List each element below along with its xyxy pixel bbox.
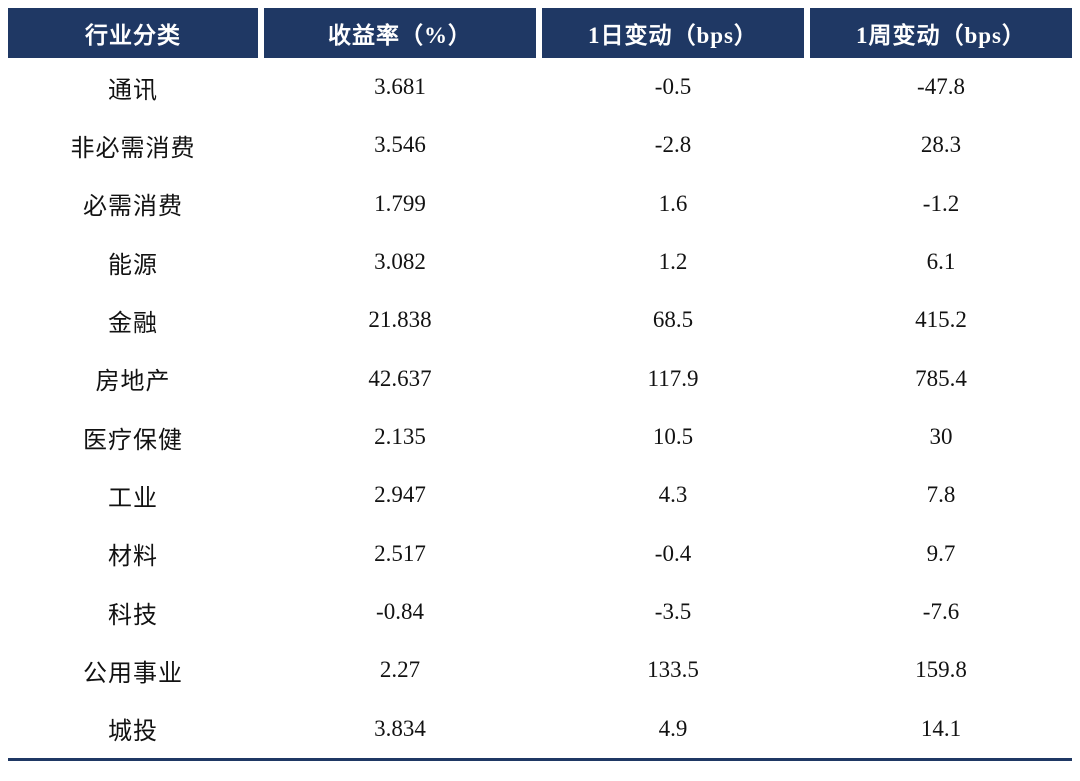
day-change-cell: 1.6 bbox=[658, 190, 688, 216]
column-header-yield: 收益率（%） bbox=[264, 8, 536, 58]
yield-cell: 1.799 bbox=[374, 190, 426, 216]
industry-cell: 金融 bbox=[108, 310, 158, 337]
table-row: 城投 3.834 4.9 14.1 bbox=[8, 700, 1072, 758]
table-bottom-border bbox=[8, 758, 1072, 761]
industry-cell: 材料 bbox=[108, 544, 158, 571]
day-change-cell: -2.8 bbox=[654, 132, 692, 158]
column-header-1w-change: 1周变动（bps） bbox=[810, 8, 1072, 58]
week-change-cell: 415.2 bbox=[915, 307, 967, 333]
yield-cell: 3.546 bbox=[374, 132, 426, 158]
industry-cell: 医疗保健 bbox=[83, 427, 183, 454]
sector-yield-table: 行业分类 收益率（%） 1日变动（bps） 1周变动（bps） 通讯 3.681 -… bbox=[8, 8, 1072, 771]
week-change-cell: 159.8 bbox=[915, 657, 967, 683]
week-change-cell: -47.8 bbox=[917, 74, 965, 100]
yield-cell: 3.082 bbox=[374, 249, 426, 275]
week-change-cell: 28.3 bbox=[920, 132, 962, 158]
industry-cell: 城投 bbox=[108, 719, 158, 746]
day-change-cell: 117.9 bbox=[647, 365, 699, 391]
industry-cell: 房地产 bbox=[95, 369, 171, 396]
day-change-cell: -0.4 bbox=[654, 540, 692, 566]
table-row: 科技 -0.84 -3.5 -7.6 bbox=[8, 583, 1072, 641]
table-row: 房地产 42.637 117.9 785.4 bbox=[8, 350, 1072, 408]
table-row: 材料 2.517 -0.4 9.7 bbox=[8, 525, 1072, 583]
day-change-cell: -3.5 bbox=[654, 599, 692, 625]
day-change-cell: 4.3 bbox=[658, 482, 688, 508]
table-header-row: 行业分类 收益率（%） 1日变动（bps） 1周变动（bps） bbox=[8, 8, 1072, 58]
week-change-cell: 30 bbox=[929, 424, 953, 450]
table-row: 通讯 3.681 -0.5 -47.8 bbox=[8, 58, 1072, 116]
day-change-cell: 133.5 bbox=[647, 657, 699, 683]
day-change-cell: -0.5 bbox=[654, 74, 692, 100]
column-header-industry: 行业分类 bbox=[8, 8, 258, 58]
day-change-cell: 68.5 bbox=[652, 307, 694, 333]
table-row: 金融 21.838 68.5 415.2 bbox=[8, 291, 1072, 349]
week-change-cell: 9.7 bbox=[926, 540, 956, 566]
industry-cell: 能源 bbox=[108, 252, 158, 279]
yield-cell: 42.637 bbox=[368, 365, 432, 391]
yield-cell: 2.947 bbox=[374, 482, 426, 508]
industry-cell: 通讯 bbox=[108, 77, 158, 104]
yield-cell: 21.838 bbox=[368, 307, 432, 333]
table-row: 必需消费 1.799 1.6 -1.2 bbox=[8, 175, 1072, 233]
week-change-cell: -7.6 bbox=[922, 599, 960, 625]
week-change-cell: 785.4 bbox=[915, 365, 967, 391]
yield-cell: 2.135 bbox=[374, 424, 426, 450]
yield-cell: 2.27 bbox=[379, 657, 421, 683]
week-change-cell: 6.1 bbox=[926, 249, 956, 275]
week-change-cell: 7.8 bbox=[926, 482, 956, 508]
yield-cell: 3.834 bbox=[374, 715, 426, 741]
table-row: 公用事业 2.27 133.5 159.8 bbox=[8, 641, 1072, 699]
yield-cell: 2.517 bbox=[374, 540, 426, 566]
yield-cell: -0.84 bbox=[376, 599, 424, 625]
table-row: 非必需消费 3.546 -2.8 28.3 bbox=[8, 116, 1072, 174]
week-change-cell: -1.2 bbox=[922, 190, 960, 216]
industry-cell: 科技 bbox=[108, 602, 158, 629]
industry-cell: 必需消费 bbox=[83, 194, 183, 221]
day-change-cell: 4.9 bbox=[658, 715, 688, 741]
table-row: 医疗保健 2.135 10.5 30 bbox=[8, 408, 1072, 466]
column-header-1d-change: 1日变动（bps） bbox=[542, 8, 804, 58]
industry-cell: 公用事业 bbox=[83, 660, 183, 687]
table-row: 工业 2.947 4.3 7.8 bbox=[8, 466, 1072, 524]
table-body: 通讯 3.681 -0.5 -47.8 非必需消费 3.546 -2.8 28.3 必需消费 1.… bbox=[8, 58, 1072, 758]
week-change-cell: 14.1 bbox=[920, 715, 962, 741]
day-change-cell: 1.2 bbox=[658, 249, 688, 275]
table-row: 能源 3.082 1.2 6.1 bbox=[8, 233, 1072, 291]
industry-cell: 工业 bbox=[108, 485, 158, 512]
day-change-cell: 10.5 bbox=[652, 424, 694, 450]
industry-cell: 非必需消费 bbox=[70, 135, 196, 162]
yield-cell: 3.681 bbox=[374, 74, 426, 100]
